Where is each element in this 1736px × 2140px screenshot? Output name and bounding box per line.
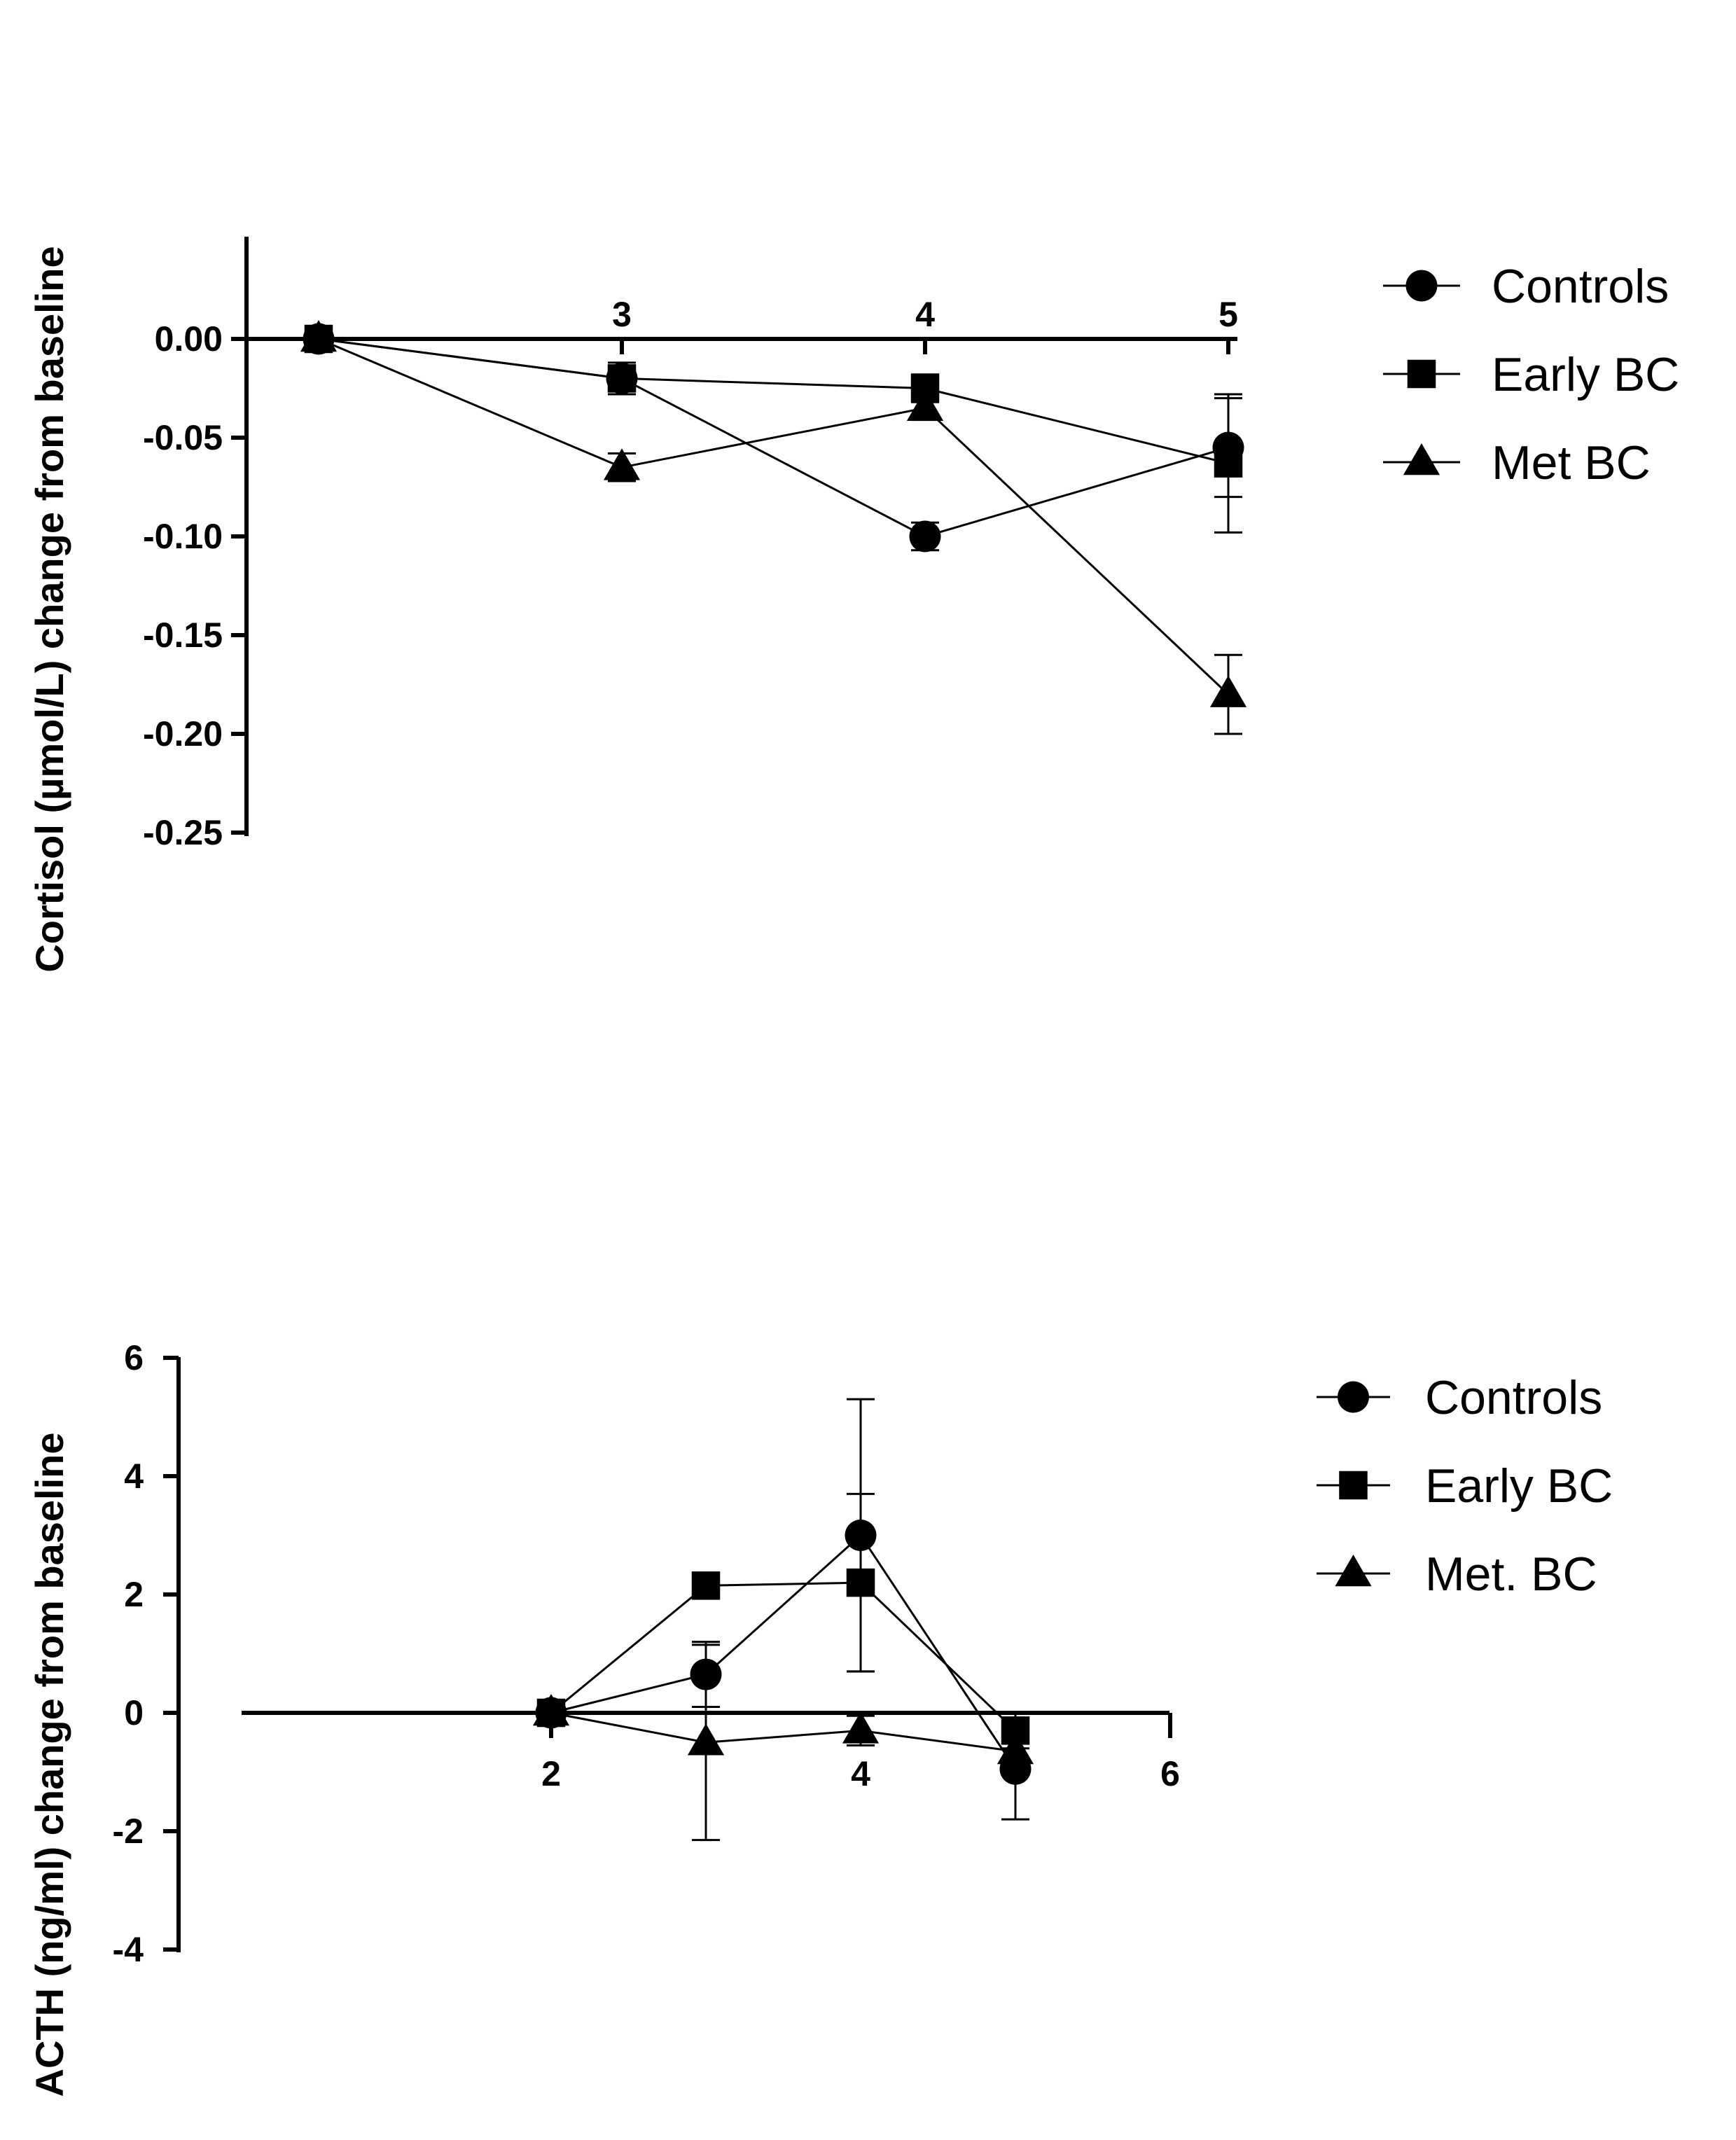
series-line — [318, 338, 1230, 695]
cortisol-series — [300, 320, 1247, 735]
data-point — [532, 1694, 570, 1726]
cortisol-x-ticks: 3 4 5 — [612, 295, 1238, 354]
data-point — [691, 1571, 721, 1600]
cortisol-chart: Cortisol (µmol/L) change from baseline 0… — [27, 237, 1679, 973]
data-point — [909, 520, 941, 553]
acth-y-axis-label: ACTH (ng/ml) change from baseline — [27, 1433, 71, 2097]
legend-marker — [1407, 359, 1436, 389]
acth-axes — [176, 1357, 1169, 1952]
x-tick-label: 6 — [1160, 1754, 1180, 1793]
data-point — [997, 1732, 1034, 1765]
y-tick-label: -0.05 — [143, 418, 223, 457]
series-line — [550, 1711, 1016, 1753]
data-point — [906, 389, 944, 421]
y-tick-label: -0.10 — [143, 517, 223, 556]
y-tick-label: -0.20 — [143, 714, 223, 753]
y-tick-label: 4 — [124, 1457, 144, 1496]
x-tick-label: 5 — [1218, 295, 1238, 334]
y-tick-label: -0.25 — [143, 813, 223, 852]
legend-item: Early BC — [1383, 348, 1679, 401]
series-square — [536, 1492, 1030, 1750]
cortisol-axes — [244, 237, 1237, 836]
x-tick-label: 4 — [915, 295, 935, 334]
legend-marker — [1339, 1471, 1368, 1500]
data-point — [842, 1711, 880, 1744]
legend-label: Met. BC — [1425, 1548, 1597, 1601]
y-tick-label: 0.00 — [155, 319, 223, 359]
legend-label: Met BC — [1492, 436, 1651, 489]
legend-item: Early BC — [1317, 1459, 1613, 1513]
legend-label: Controls — [1492, 260, 1669, 313]
x-tick-label: 4 — [851, 1754, 870, 1793]
legend-label: Early BC — [1425, 1459, 1613, 1513]
legend-marker — [1338, 1381, 1369, 1413]
data-point — [603, 448, 641, 480]
y-tick-label: -4 — [113, 1930, 144, 1969]
y-tick-label: 0 — [124, 1693, 144, 1732]
series-square — [304, 324, 1243, 534]
data-point — [607, 364, 637, 393]
legend-item: Met BC — [1383, 436, 1651, 489]
series-triangle — [300, 320, 1247, 735]
legend-item: Met. BC — [1317, 1548, 1597, 1601]
data-point — [846, 1568, 875, 1597]
series-triangle — [532, 1644, 1034, 1842]
y-tick-label: -2 — [113, 1812, 144, 1851]
data-point — [300, 320, 338, 352]
series-line — [318, 338, 1229, 465]
legend-marker — [1335, 1555, 1372, 1587]
legend-label: Early BC — [1492, 348, 1679, 401]
series-line — [550, 1534, 1017, 1770]
legend-label: Controls — [1425, 1371, 1602, 1424]
data-point — [1214, 449, 1243, 478]
y-tick-label: 6 — [124, 1338, 144, 1377]
x-tick-label: 2 — [541, 1754, 561, 1793]
acth-y-ticks: 6 4 2 0 -2 -4 — [113, 1338, 179, 1969]
legend-item: Controls — [1383, 260, 1669, 313]
legend-item: Controls — [1317, 1371, 1602, 1424]
data-point — [1209, 675, 1247, 707]
acth-chart: ACTH (ng/ml) change from baseline 6 4 2 0 -2… — [27, 1338, 1613, 2097]
cortisol-legend: Controls Early BC Met BC — [1383, 260, 1679, 489]
acth-series — [532, 1398, 1034, 1842]
acth-legend: Controls Early BC Met. BC — [1317, 1371, 1613, 1601]
series-line — [550, 1581, 1017, 1732]
y-tick-label: -0.15 — [143, 616, 223, 655]
cortisol-y-axis-label: Cortisol (µmol/L) change from baseline — [27, 246, 71, 972]
y-tick-label: 2 — [124, 1575, 144, 1614]
x-tick-label: 3 — [612, 295, 632, 334]
legend-marker — [1403, 443, 1440, 475]
series-circle — [535, 1398, 1032, 1821]
data-point — [687, 1723, 725, 1756]
legend-marker — [1405, 270, 1438, 302]
cortisol-y-ticks: 0.00 -0.05 -0.10 -0.15 -0.20 -0.25 — [143, 319, 246, 852]
